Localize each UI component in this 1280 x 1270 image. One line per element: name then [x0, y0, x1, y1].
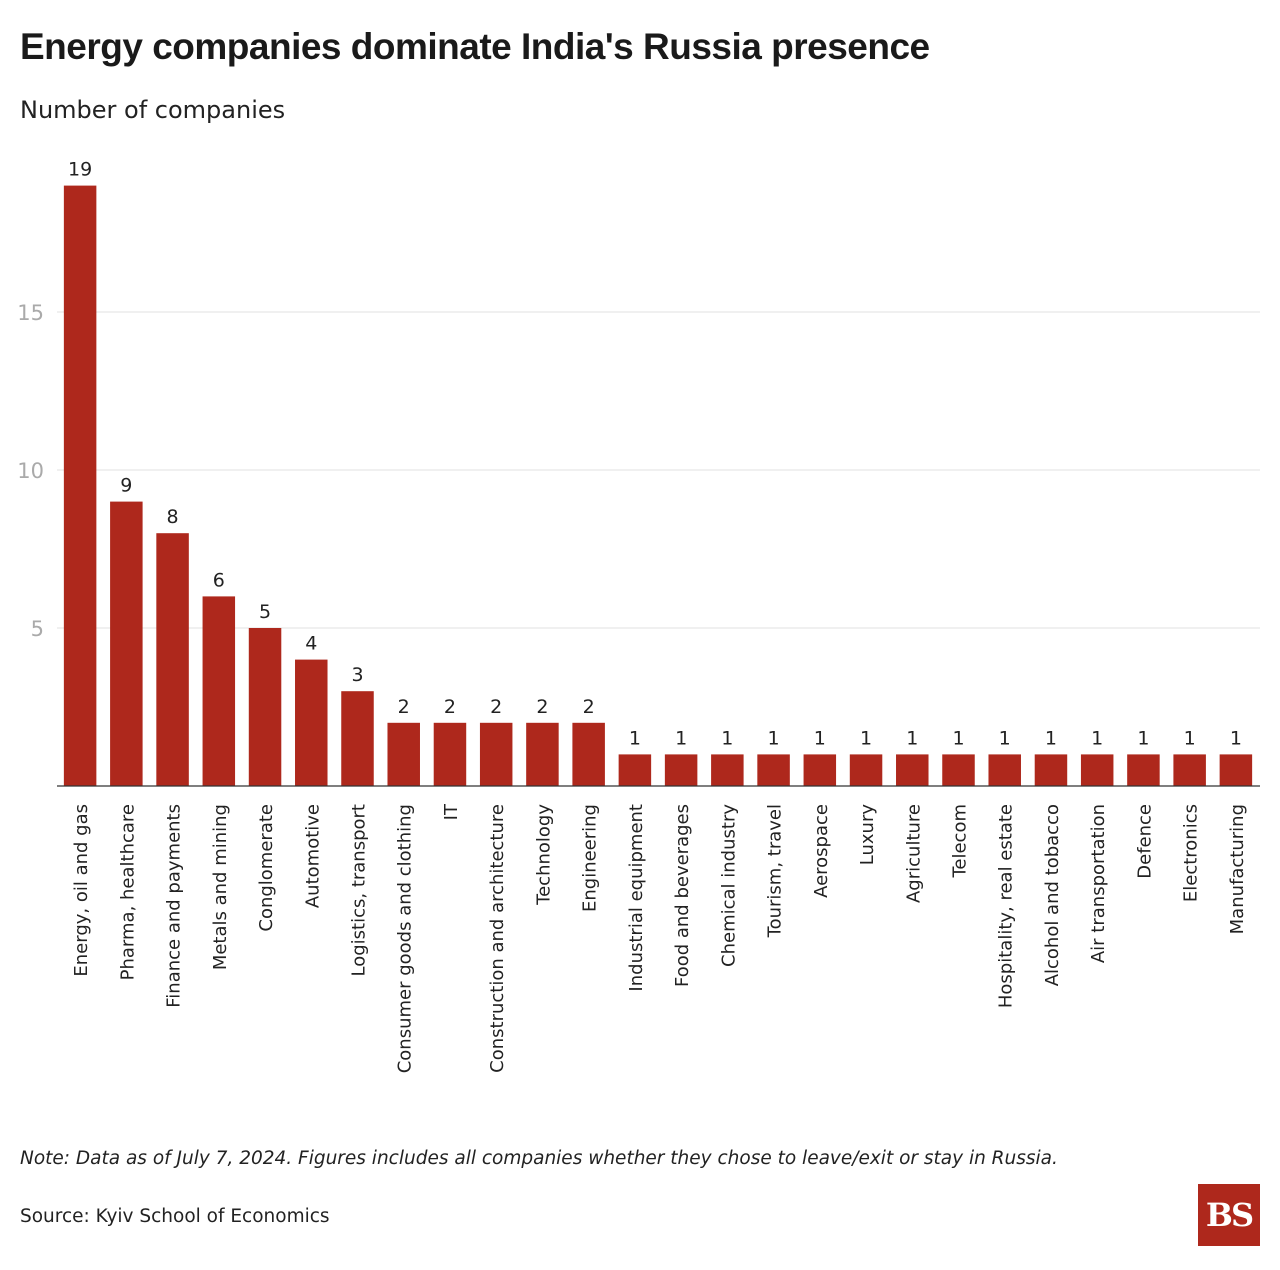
bar	[757, 754, 790, 786]
bar	[1173, 754, 1206, 786]
bar	[1080, 754, 1114, 786]
category-label: Technology	[533, 804, 554, 906]
data-label: 1	[768, 727, 780, 749]
category-label: Food and beverages	[672, 804, 693, 987]
data-label: 1	[1091, 727, 1103, 749]
category-label: Energy, oil and gas	[71, 804, 92, 977]
data-label: 1	[860, 727, 872, 749]
category-label: Telecom	[950, 804, 971, 879]
bar	[1127, 754, 1160, 786]
bar	[1034, 754, 1068, 786]
bar	[618, 754, 652, 786]
y-tick-label: 5	[31, 617, 44, 641]
category-label: Pharma, healthcare	[117, 804, 138, 980]
category-label: Agriculture	[903, 804, 924, 903]
data-label: 1	[999, 727, 1011, 749]
category-label: Conglomerate	[256, 804, 277, 932]
data-label: 2	[490, 696, 502, 718]
category-label: Electronics	[1181, 804, 1202, 902]
data-label: 5	[259, 601, 271, 623]
data-label: 1	[1137, 727, 1149, 749]
bar	[803, 754, 837, 786]
data-label: 1	[952, 727, 964, 749]
data-label: 19	[68, 159, 92, 181]
category-label: Alcohol and tobacco	[1042, 804, 1063, 986]
bar	[202, 596, 236, 786]
category-label: Aerospace	[811, 804, 832, 898]
bar	[156, 533, 189, 786]
bar	[896, 754, 929, 786]
y-tick-label: 15	[17, 301, 44, 325]
y-tick-label: 10	[17, 459, 44, 483]
chart-source: Source: Kyiv School of Economics	[20, 1206, 330, 1227]
bar	[849, 754, 883, 786]
category-label: Construction and architecture	[487, 804, 508, 1073]
data-label: 1	[1045, 727, 1057, 749]
bar	[387, 722, 420, 786]
category-label: Air transportation	[1088, 804, 1109, 963]
bar	[248, 628, 282, 786]
category-label: IT	[441, 803, 462, 820]
data-label: 1	[1184, 727, 1196, 749]
category-label: Consumer goods and clothing	[395, 804, 416, 1073]
category-label: Logistics, transport	[349, 804, 370, 976]
bar	[664, 754, 698, 786]
data-label: 6	[213, 569, 225, 591]
category-label: Defence	[1134, 804, 1155, 879]
data-label: 1	[629, 727, 641, 749]
data-label: 2	[444, 696, 456, 718]
data-label: 8	[167, 506, 179, 528]
bar	[942, 754, 975, 786]
bar	[988, 754, 1021, 786]
category-label: Industrial equipment	[626, 804, 647, 992]
category-label: Hospitality, real estate	[996, 804, 1017, 1008]
data-label: 4	[305, 633, 317, 655]
bar	[711, 754, 744, 786]
bar	[63, 185, 97, 787]
chart-note: Note: Data as of July 7, 2024. Figures i…	[20, 1148, 1058, 1169]
data-label: 1	[906, 727, 918, 749]
category-label: Finance and payments	[164, 804, 185, 1008]
category-label: Luxury	[857, 804, 878, 866]
data-label: 2	[583, 696, 595, 718]
category-label: Engineering	[580, 804, 601, 912]
data-label: 2	[398, 696, 410, 718]
bar	[433, 722, 467, 786]
data-label: 1	[675, 727, 687, 749]
data-label: 2	[536, 696, 548, 718]
chart-subtitle: Number of companies	[20, 96, 286, 124]
data-label: 1	[814, 727, 826, 749]
bar	[341, 691, 374, 786]
data-label: 9	[120, 475, 132, 497]
bar	[1219, 754, 1253, 786]
category-label: Manufacturing	[1227, 804, 1248, 934]
bs-logo: BS	[1198, 1184, 1260, 1246]
bar	[526, 722, 559, 786]
data-label: 3	[351, 664, 363, 686]
data-label: 1	[721, 727, 733, 749]
bar	[479, 722, 513, 786]
bar	[572, 722, 605, 786]
category-label: Chemical industry	[718, 804, 739, 967]
category-label: Tourism, travel	[765, 804, 786, 938]
bar	[110, 501, 143, 786]
chart-title: Energy companies dominate India's Russia…	[20, 26, 930, 67]
bar	[295, 659, 328, 786]
category-label: Automotive	[302, 804, 323, 908]
data-label: 1	[1230, 727, 1242, 749]
category-label: Metals and mining	[210, 804, 231, 970]
